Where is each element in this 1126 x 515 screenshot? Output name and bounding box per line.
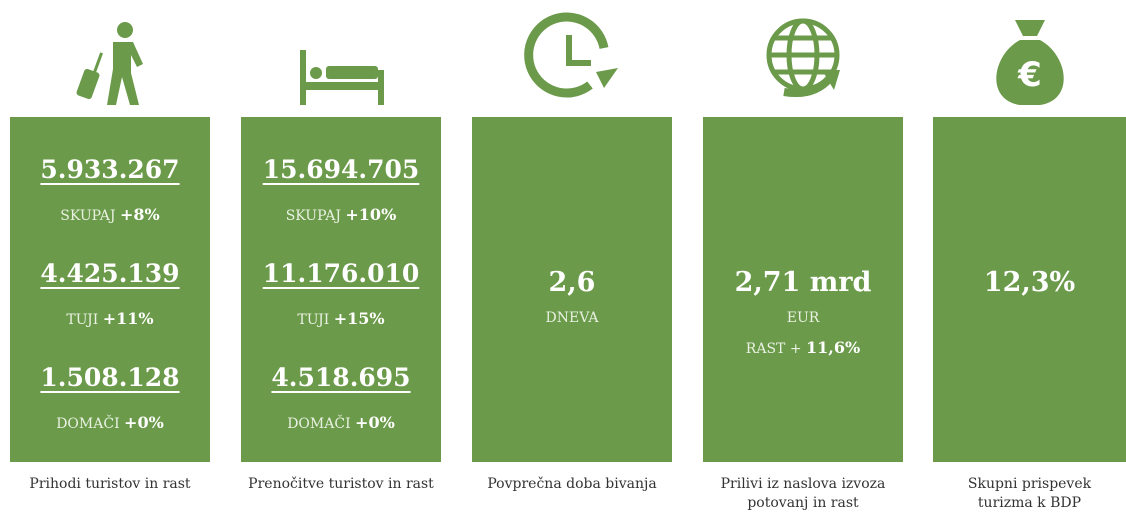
stat-label-text: TUJI	[297, 312, 330, 328]
stat-change: +0%	[124, 413, 164, 432]
caption: Skupni prispevek turizma k BDP	[967, 476, 1092, 511]
stat-change: +15%	[333, 309, 385, 328]
main-value: 2,71 mrd	[734, 267, 872, 298]
stat-change: +10%	[345, 205, 397, 224]
traveler-icon	[76, 22, 143, 105]
panel: 15.694.705 SKUPAJ +10% 11.176.010 TUJI +15%…	[241, 117, 441, 462]
svg-text:€: €	[1017, 55, 1042, 95]
stat-label: SKUPAJ +8%	[10, 205, 210, 224]
stat-change: +8%	[119, 205, 160, 224]
value-label-text: DNEVA	[545, 310, 599, 326]
stat-label: DOMAČI +0%	[10, 413, 210, 432]
stat-change: +0%	[355, 413, 395, 432]
stat-value: 4.425.139	[40, 259, 180, 288]
panel: 2,71 mrd EUR RAST + 11,6%	[703, 117, 903, 462]
stat-value: 4.518.695	[271, 363, 411, 392]
stat-change: +11%	[102, 309, 154, 328]
stat-value: 15.694.705	[262, 155, 420, 184]
stat-label: TUJI +11%	[10, 309, 210, 328]
panel: 2,6 DNEVA	[472, 117, 672, 462]
stat-label-text: TUJI	[66, 312, 99, 328]
stat-label: TUJI +15%	[241, 309, 441, 328]
stat-value: 5.933.267	[40, 155, 180, 184]
globe-icon	[766, 18, 840, 97]
value-label: EUR	[703, 310, 903, 326]
icons: €	[76, 12, 1064, 105]
value-label-text: RAST +	[745, 341, 802, 357]
stat-label: DOMAČI +0%	[241, 413, 441, 432]
caption: Prenočitve turistov in rast	[248, 476, 434, 492]
panel: 5.933.267 SKUPAJ +8% 4.425.139 TUJI +11% 1.5…	[10, 117, 210, 462]
value-label: RAST + 11,6%	[703, 338, 903, 357]
stat-label-text: SKUPAJ	[60, 208, 116, 224]
stat-label-text: DOMAČI	[287, 416, 351, 432]
caption: Prilivi iz naslova izvoza potovanj in ra…	[720, 476, 886, 511]
clock-icon	[524, 12, 618, 98]
value-label: DNEVA	[472, 310, 672, 326]
bed-icon	[300, 50, 384, 105]
stat-label-text: DOMAČI	[56, 416, 120, 432]
money-bag-icon: €	[996, 20, 1064, 105]
main-value: 2,6	[548, 267, 596, 298]
caption: Povprečna doba bivanja	[487, 476, 657, 492]
panel: 12,3%	[933, 117, 1126, 462]
main-value: 12,3%	[983, 267, 1076, 298]
stat-label: SKUPAJ +10%	[241, 205, 441, 224]
value-label-text: EUR	[786, 310, 820, 326]
stat-value: 1.508.128	[40, 363, 180, 392]
value-change: 11,6%	[806, 338, 861, 357]
stat-value: 11.176.010	[262, 259, 420, 288]
caption: Prihodi turistov in rast	[29, 476, 191, 492]
stat-label-text: SKUPAJ	[285, 208, 341, 224]
